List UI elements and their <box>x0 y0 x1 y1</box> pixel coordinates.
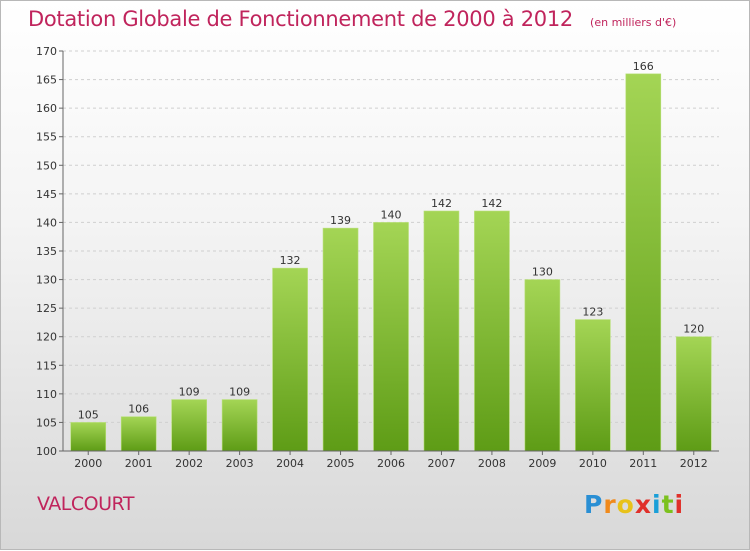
bar-value-label: 106 <box>128 403 149 416</box>
x-tick-label: 2010 <box>579 457 607 470</box>
bar <box>373 222 409 452</box>
logo-letter: P <box>584 490 604 519</box>
y-tick-label: 100 <box>36 445 57 458</box>
logo-letter: x <box>634 490 652 519</box>
x-tick-label: 2006 <box>377 457 405 470</box>
bar <box>675 336 712 452</box>
bar-value-label: 166 <box>633 60 654 73</box>
logo-letter: i <box>652 490 662 519</box>
y-tick-label: 130 <box>36 274 57 287</box>
y-tick-label: 120 <box>36 331 57 344</box>
logo-letter: t <box>661 490 675 519</box>
bar-value-label: 105 <box>78 408 99 421</box>
x-tick-label: 2001 <box>125 457 153 470</box>
bar-value-label: 109 <box>179 386 200 399</box>
bar <box>322 227 359 452</box>
x-tick-label: 2005 <box>327 457 355 470</box>
bar <box>171 399 207 452</box>
bar <box>70 422 107 452</box>
y-tick-label: 150 <box>36 159 57 172</box>
bar <box>625 73 662 452</box>
logo-letter: o <box>616 490 635 519</box>
bar-value-label: 123 <box>582 306 603 319</box>
x-tick-label: 2003 <box>226 457 254 470</box>
x-tick-label: 2004 <box>276 457 304 470</box>
x-tick-label: 2011 <box>629 457 657 470</box>
bar-value-label: 109 <box>229 386 250 399</box>
logo-letter: r <box>603 490 617 519</box>
x-tick-label: 2007 <box>427 457 455 470</box>
y-tick-label: 155 <box>36 131 57 144</box>
bar-value-label: 142 <box>431 197 452 210</box>
logo-letter: i <box>674 490 685 519</box>
bar <box>423 210 460 452</box>
y-tick-label: 135 <box>36 245 57 258</box>
x-tick-label: 2009 <box>528 457 556 470</box>
y-tick-label: 145 <box>36 188 57 201</box>
y-tick-label: 160 <box>36 102 57 115</box>
x-tick-label: 2008 <box>478 457 506 470</box>
bar <box>120 416 157 452</box>
bar-value-label: 140 <box>381 208 402 221</box>
x-tick-label: 2002 <box>175 457 203 470</box>
y-tick-label: 105 <box>36 416 57 429</box>
x-tick-label: 2012 <box>680 457 708 470</box>
y-tick-label: 125 <box>36 302 57 315</box>
proxiti-logo: Proxiti <box>584 490 684 519</box>
bar <box>474 210 510 452</box>
y-tick-label: 170 <box>36 45 57 58</box>
y-tick-label: 115 <box>36 359 57 372</box>
bar <box>221 399 258 452</box>
bar <box>272 267 308 452</box>
bar-value-label: 130 <box>532 266 553 279</box>
chart-title-area: Dotation Globale de Fonctionnement de 20… <box>28 7 676 31</box>
chart-title: Dotation Globale de Fonctionnement de 20… <box>28 7 573 31</box>
bar-value-label: 139 <box>330 214 351 227</box>
chart-subtitle: (en milliers d'€) <box>590 16 677 29</box>
commune-name: VALCOURT <box>37 493 134 515</box>
bar <box>524 279 561 452</box>
y-tick-label: 165 <box>36 74 57 87</box>
bar <box>575 319 611 452</box>
x-tick-label: 2000 <box>74 457 102 470</box>
bar-value-label: 120 <box>683 323 704 336</box>
y-tick-label: 110 <box>36 388 57 401</box>
bar-value-label: 142 <box>481 197 502 210</box>
y-tick-label: 140 <box>36 216 57 229</box>
bar-value-label: 132 <box>280 254 301 267</box>
